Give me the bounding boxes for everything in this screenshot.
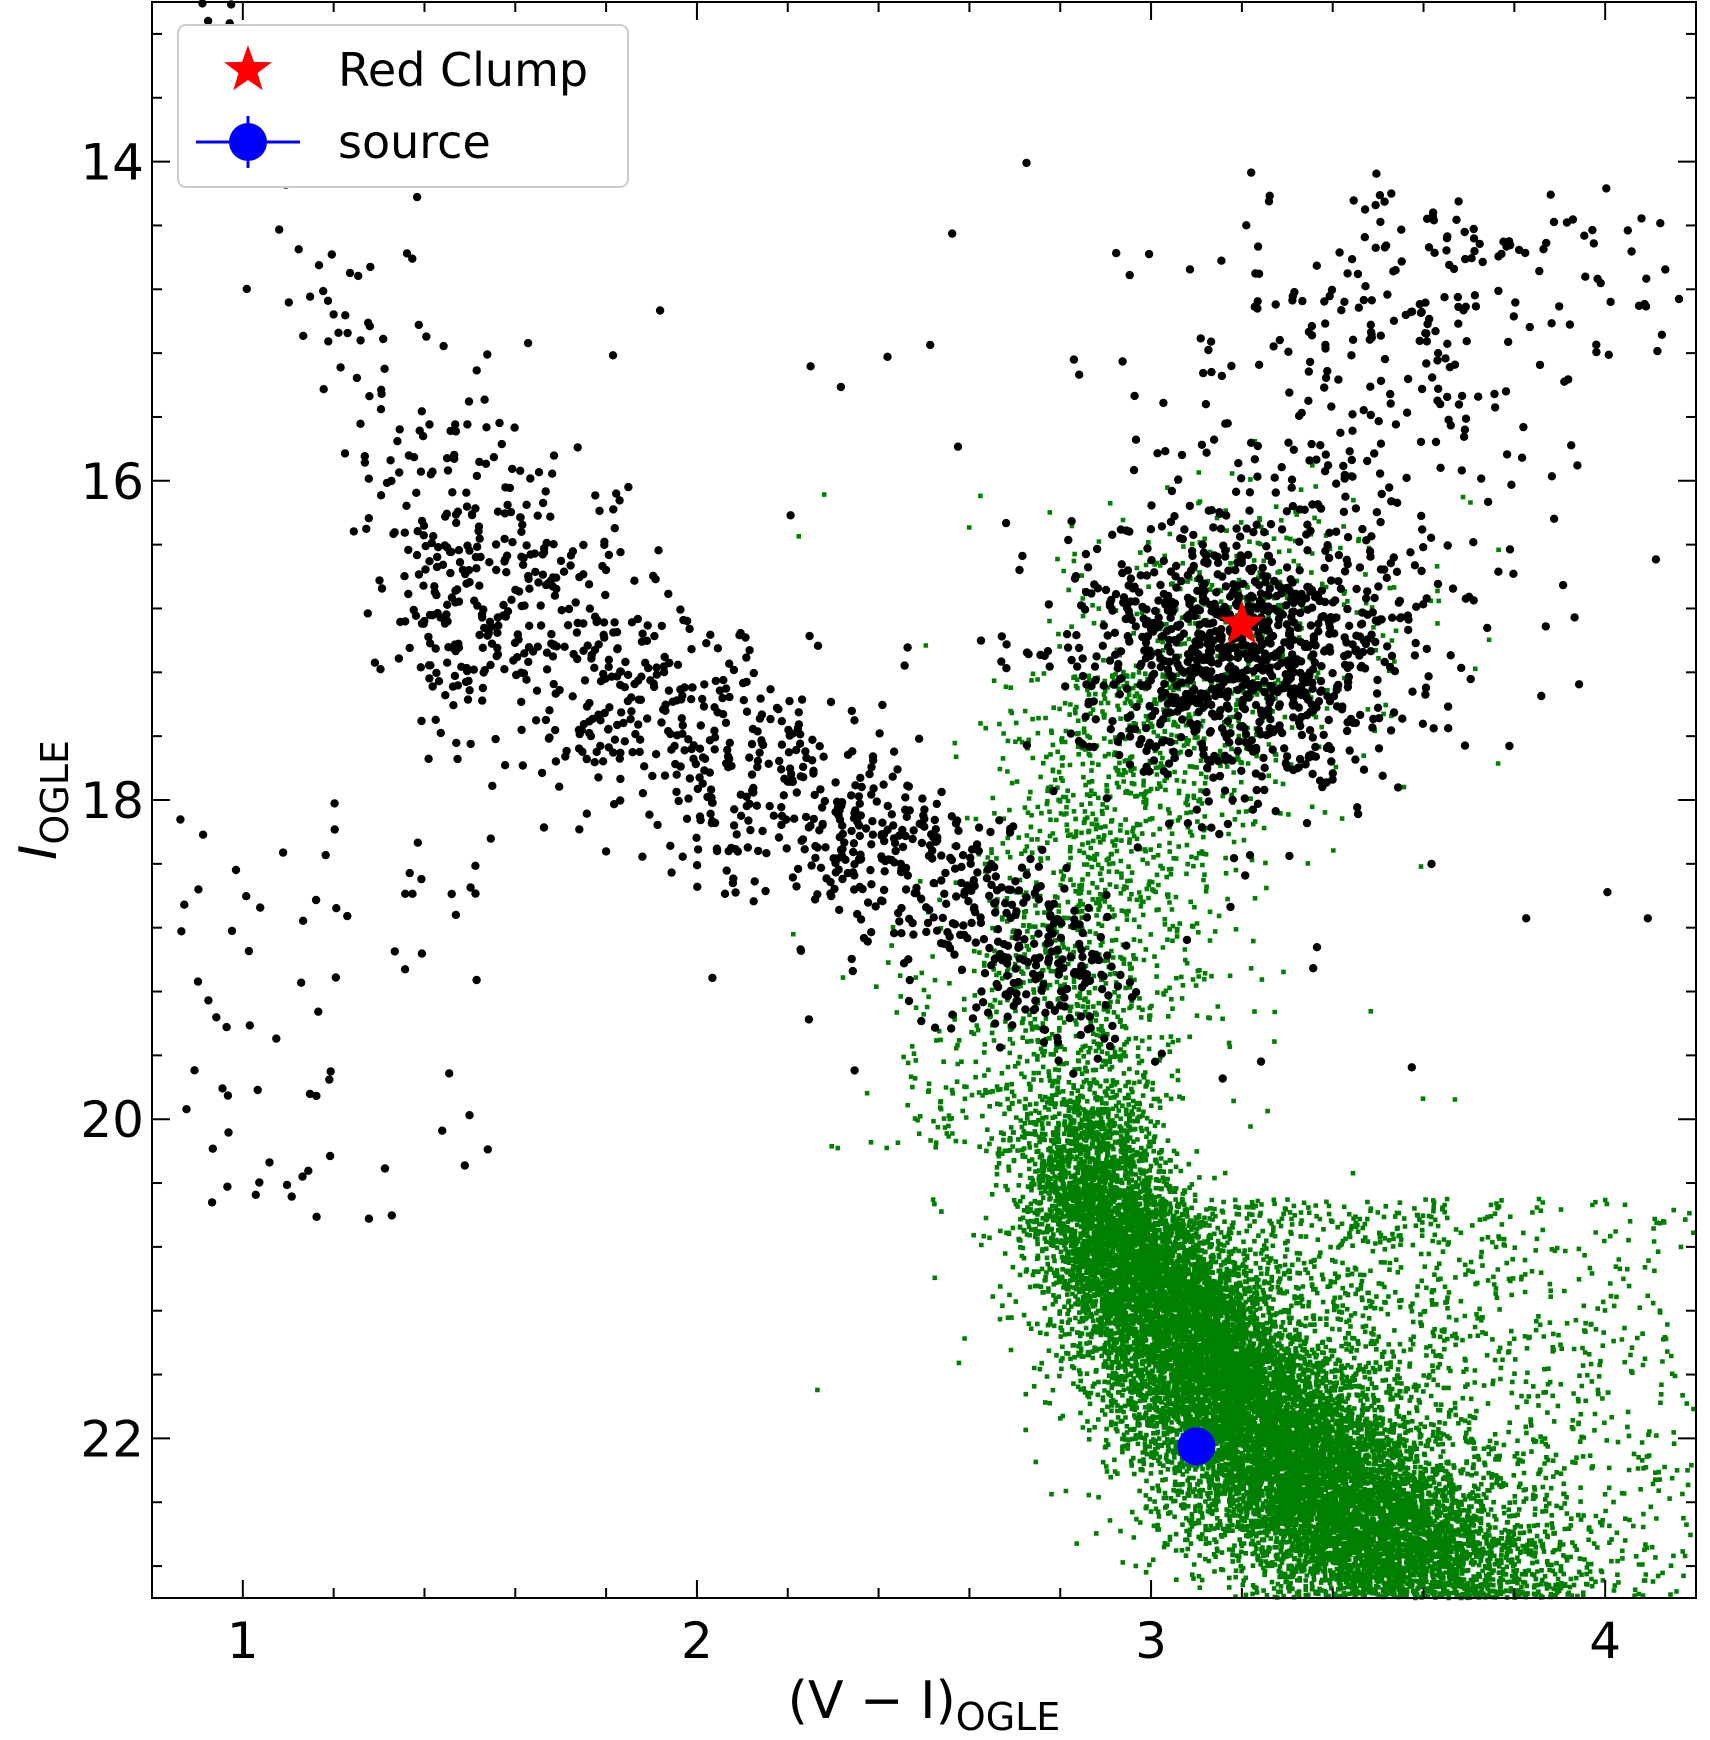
- y-tick-label: 14: [80, 134, 144, 192]
- legend-label: Red Clump: [338, 43, 588, 97]
- x-tick-label: 1: [227, 1612, 259, 1670]
- hst-field-star-points: [791, 439, 1696, 1601]
- x-tick-label: 4: [1589, 1612, 1621, 1670]
- legend-box: [177, 24, 629, 188]
- highlight-markers: [1177, 600, 1265, 1466]
- legend-label: source: [338, 115, 491, 169]
- y-tick-label: 18: [80, 772, 144, 830]
- legend-entry-red-clump: Red Clump: [224, 43, 588, 97]
- source-marker: [1177, 1427, 1216, 1466]
- legend-entry-source: source: [196, 115, 491, 169]
- x-tick-label: 2: [681, 1612, 713, 1670]
- x-tick-label: 3: [1135, 1612, 1167, 1670]
- legend: Red Clump source: [177, 24, 629, 188]
- y-tick-label: 16: [80, 453, 144, 511]
- red-clump-marker: [1219, 600, 1265, 644]
- y-tick-label: 22: [80, 1410, 144, 1468]
- legend-star-icon: [224, 45, 272, 91]
- x-axis-label: (V − I)OGLE: [788, 1671, 1061, 1739]
- hst-field-stars-series: [791, 439, 1696, 1601]
- axis-tick-labels: 1 2 3 4 14 16 18 20 22: [80, 134, 1621, 1670]
- y-axis-label: IOGLE: [9, 740, 77, 860]
- axis-ticks: [151, 2, 1697, 1598]
- y-tick-label: 20: [80, 1091, 144, 1149]
- legend-circle-icon: [229, 123, 267, 161]
